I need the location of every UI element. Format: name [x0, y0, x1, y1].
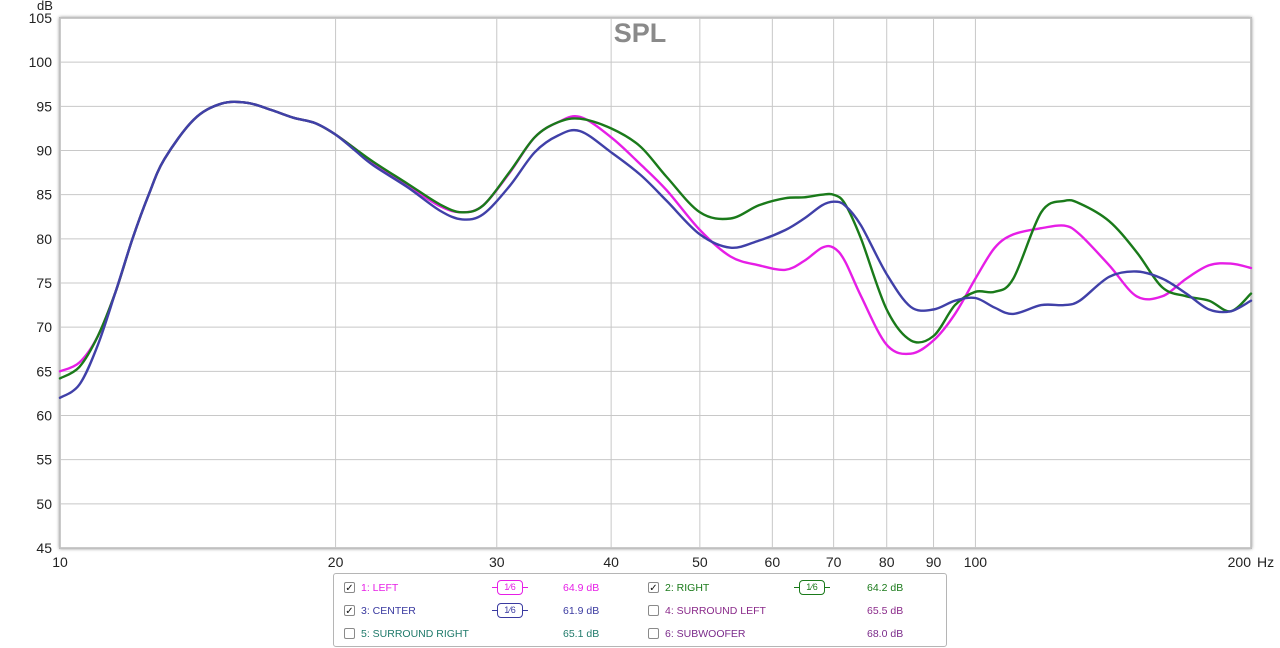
y-axis-label: dB — [37, 0, 53, 13]
right-level: 64.2 dB — [867, 582, 904, 594]
x-axis-unit: Hz — [1257, 554, 1274, 570]
x-tick-label: 70 — [826, 554, 842, 570]
legend-label: 2: RIGHT — [665, 582, 710, 594]
x-tick-label: 200 — [1228, 554, 1252, 570]
y-tick-label: 60 — [36, 408, 52, 424]
legend-label: 4: SURROUND LEFT — [665, 605, 766, 617]
center-checkbox[interactable]: ✓ — [344, 605, 355, 617]
x-tick-label: 100 — [964, 554, 988, 570]
center-level: 61.9 dB — [563, 605, 600, 617]
y-tick-label: 45 — [36, 540, 52, 556]
surround-right-level: 65.1 dB — [563, 628, 600, 640]
y-tick-label: 80 — [36, 231, 52, 247]
center-smoothing-badge[interactable]: 1⁄6 — [492, 603, 528, 618]
legend-label: 6: SUBWOOFER — [665, 628, 746, 640]
grid — [59, 17, 1252, 549]
left-level: 64.9 dB — [563, 582, 600, 594]
y-tick-label: 55 — [36, 452, 52, 468]
y-tick-label: 105 — [29, 10, 53, 26]
x-tick-label: 50 — [692, 554, 708, 570]
legend-label: 5: SURROUND RIGHT — [361, 628, 469, 640]
x-tick-label: 40 — [603, 554, 619, 570]
legend-label: 3: CENTER — [361, 605, 416, 617]
x-tick-label: 80 — [879, 554, 895, 570]
surround-left-checkbox[interactable] — [648, 605, 659, 616]
chart-title: SPL — [614, 18, 667, 48]
spl-chart: 45 50 55 60 65 70 75 80 85 90 95 100 105 10 20 30 40 50 6… — [29, 0, 1274, 570]
subwoofer-checkbox[interactable] — [648, 628, 659, 639]
x-tick-label: 10 — [52, 554, 68, 570]
legend: ✓ 1: LEFT 1⁄6 64.9 dB ✓ 2: RIGHT 1⁄6 64.… — [333, 573, 947, 647]
y-tick-label: 75 — [36, 275, 52, 291]
x-tick-label: 90 — [926, 554, 942, 570]
left-smoothing-badge[interactable]: 1⁄6 — [492, 580, 528, 595]
y-tick-label: 95 — [36, 98, 52, 114]
x-tick-label: 30 — [489, 554, 505, 570]
surround-right-checkbox[interactable] — [344, 628, 355, 639]
right-smoothing-badge[interactable]: 1⁄6 — [794, 580, 830, 595]
y-axis-ticks: 45 50 55 60 65 70 75 80 85 90 95 100 105 — [29, 10, 53, 556]
y-tick-label: 85 — [36, 187, 52, 203]
y-tick-label: 50 — [36, 496, 52, 512]
x-tick-label: 20 — [328, 554, 344, 570]
curves — [58, 100, 1253, 399]
surround-left-level: 65.5 dB — [867, 605, 904, 617]
y-tick-label: 100 — [29, 54, 53, 70]
y-tick-label: 65 — [36, 363, 52, 379]
y-tick-label: 90 — [36, 143, 52, 159]
x-tick-label: 60 — [765, 554, 781, 570]
legend-label: 1: LEFT — [361, 582, 399, 594]
series-center-line — [58, 100, 1253, 399]
left-checkbox[interactable]: ✓ — [344, 582, 355, 594]
x-axis-ticks: 10 20 30 40 50 60 70 80 90 100 200 — [52, 554, 1251, 570]
subwoofer-level: 68.0 dB — [867, 628, 904, 640]
right-checkbox[interactable]: ✓ — [648, 582, 659, 594]
y-tick-label: 70 — [36, 319, 52, 335]
